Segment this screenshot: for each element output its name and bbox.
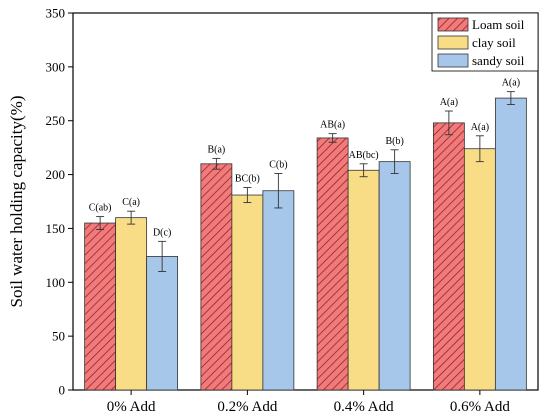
- significance-label: D(c): [153, 227, 171, 238]
- significance-label: A(a): [440, 97, 458, 108]
- x-category-label: 0% Add: [107, 399, 156, 415]
- bar-sandy-soil: [494, 97, 527, 391]
- significance-label: C(b): [269, 159, 287, 170]
- plot-frame: [72, 12, 539, 391]
- bar-clay-soil: [347, 169, 380, 391]
- significance-label: A(a): [471, 122, 489, 133]
- bar-clay-soil: [463, 148, 496, 391]
- y-tick-label: 350: [46, 6, 66, 21]
- x-category-label: 0.2% Add: [217, 399, 278, 415]
- y-tick-label: 300: [46, 59, 66, 74]
- x-category-label: 0.6% Add: [450, 399, 511, 415]
- significance-label: C(a): [122, 197, 140, 208]
- bar-sandy-soil: [146, 256, 179, 391]
- y-tick-label: 0: [59, 383, 66, 398]
- bar-loam-soil: [432, 122, 465, 391]
- y-axis-label: Soil water holding capacity(%): [7, 96, 26, 308]
- significance-label: AB(bc): [349, 150, 379, 161]
- bar-loam-soil: [84, 222, 117, 391]
- significance-label: B(a): [207, 144, 225, 155]
- bar-sandy-soil: [378, 161, 411, 391]
- legend-label: clay soil: [472, 35, 516, 50]
- significance-label: A(a): [502, 78, 520, 89]
- significance-label: BC(b): [235, 173, 260, 184]
- legend-label: sandy soil: [472, 53, 525, 68]
- significance-label: C(ab): [89, 203, 112, 214]
- significance-label: AB(a): [320, 120, 345, 131]
- x-category-label: 0.4% Add: [334, 399, 395, 415]
- y-tick-label: 50: [52, 329, 65, 344]
- bar-clay-soil: [115, 217, 148, 391]
- y-tick-label: 150: [46, 221, 66, 236]
- bar-clay-soil: [231, 194, 264, 391]
- y-tick-label: 200: [46, 167, 66, 182]
- legend-label: Loam soil: [472, 17, 525, 32]
- legend-swatch-clay-soil: [437, 35, 469, 50]
- legend-swatch-loam-soil: [437, 17, 469, 32]
- y-tick-label: 250: [46, 113, 66, 128]
- bar-loam-soil: [316, 137, 349, 391]
- legend-swatch-sandy-soil: [437, 53, 469, 68]
- bar-sandy-soil: [262, 190, 295, 391]
- bar-loam-soil: [200, 163, 233, 391]
- significance-label: B(b): [385, 136, 403, 147]
- y-tick-label: 100: [46, 275, 66, 290]
